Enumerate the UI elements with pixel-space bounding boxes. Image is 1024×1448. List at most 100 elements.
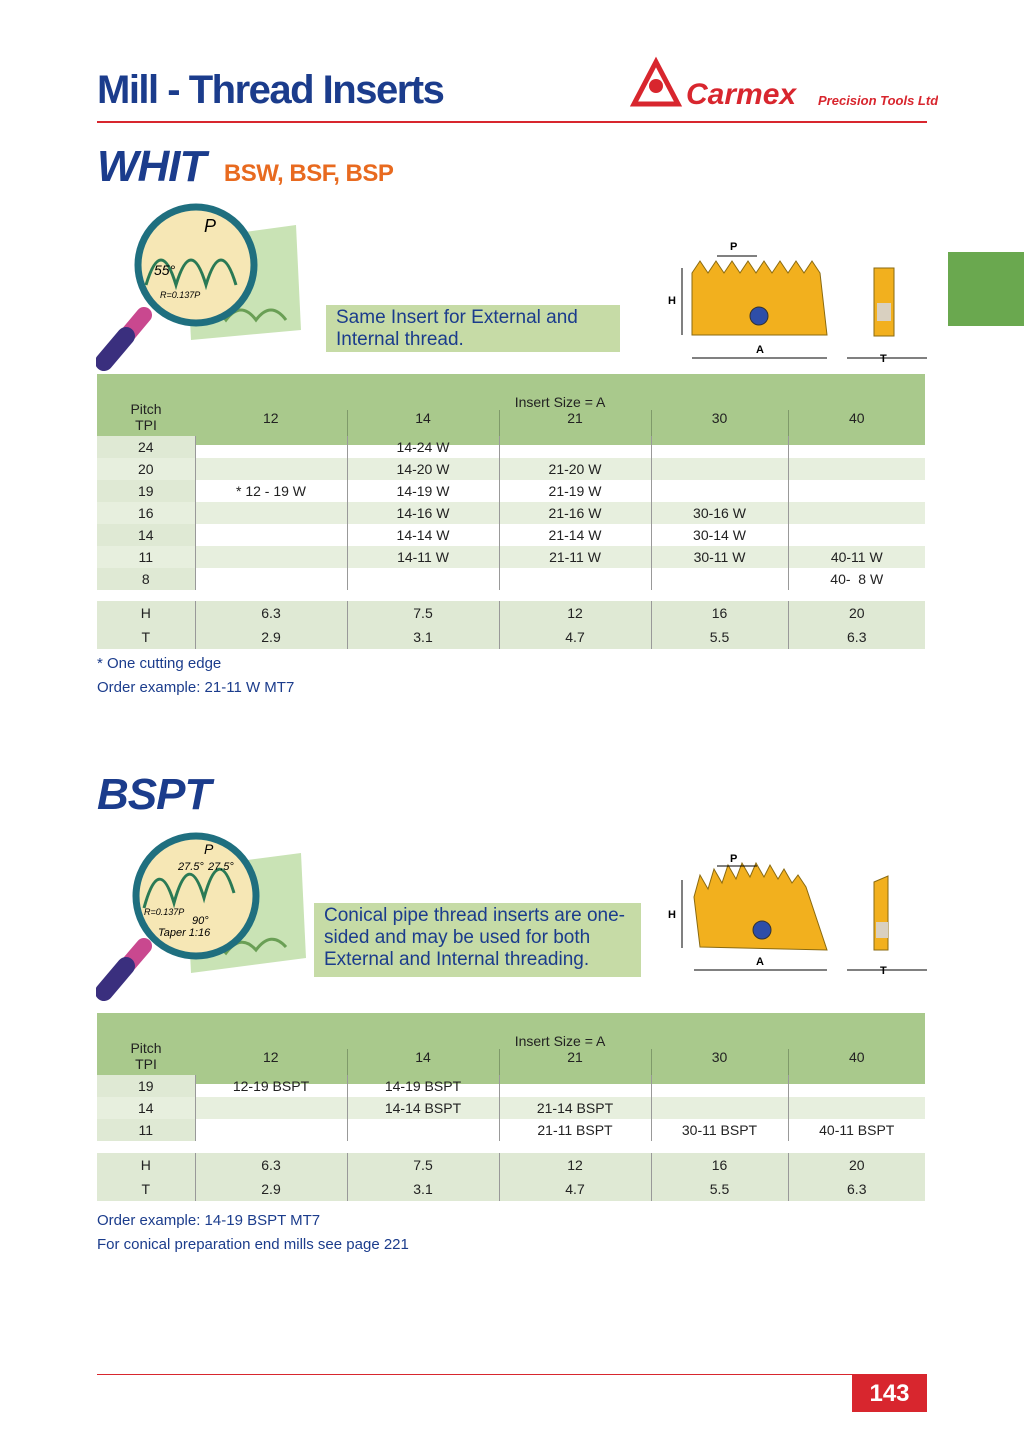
label-taper: Taper 1:16: [158, 927, 211, 939]
dim-label: H: [97, 601, 195, 625]
side-tab: [948, 252, 1024, 326]
handle-end: [96, 327, 135, 371]
dims-table: H 6.3 7.5 12 16 20 T 2.9 3.1 4.7 5.5 6.3: [97, 1153, 925, 1201]
size-header: Insert Size = A: [195, 1013, 926, 1050]
dim-label: T: [97, 625, 195, 649]
cell: 30-11 BSPT: [650, 1119, 788, 1141]
cell: * 12 - 19 W: [194, 480, 347, 502]
note-box: Same Insert for External and Internal th…: [326, 305, 620, 352]
data-row: 24 14-24 W: [97, 436, 925, 458]
cell: 21-14 BSPT: [498, 1097, 651, 1119]
cell: [650, 1097, 788, 1119]
cell: 12: [498, 1153, 651, 1177]
cell: [787, 1075, 925, 1097]
cell: [650, 436, 788, 458]
lens-profile: [142, 867, 236, 909]
pitch-cell: 14: [97, 524, 195, 546]
cell: [498, 568, 651, 590]
cell: 40- 8 W: [787, 568, 925, 590]
data-row: 16 14-16 W 21-16 W 30-16 W: [97, 502, 925, 524]
label-radius: R=0.137P: [160, 290, 200, 300]
note-box: Conical pipe thread inserts are one-side…: [314, 903, 641, 977]
data-table: 19 12-19 BSPT 14-19 BSPT 14 14-14 BSPT 21-14 …: [97, 1075, 925, 1141]
cell: [194, 436, 347, 458]
brand-name: Carmex: [686, 78, 797, 110]
label-angle: 27.5°: [177, 861, 204, 873]
brand-sub: Precision Tools Ltd.: [818, 93, 938, 108]
insert-side: [873, 875, 889, 951]
label-angle: 90°: [192, 915, 209, 927]
header-row: Pitch TPI Insert Size = A: [97, 374, 926, 445]
footnotes: Order example: 14-19 BSPT MT7 For conica…: [97, 1209, 409, 1257]
cell: [194, 502, 347, 524]
cell: [650, 568, 788, 590]
pitch-cell: 20: [97, 458, 195, 480]
cell: 14-20 W: [346, 458, 499, 480]
cell: [787, 436, 925, 458]
pitch-cell: 8: [97, 568, 195, 590]
data-row: 11 21-11 BSPT 30-11 BSPT 40-11 BSPT: [97, 1119, 925, 1141]
data-row: 20 14-20 W 21-20 W: [97, 458, 925, 480]
lens-profile: [144, 258, 238, 291]
insert-diagram: P H A T: [668, 241, 927, 365]
corner-cell: Pitch TPI: [97, 1013, 195, 1084]
cell: 40-11 BSPT: [787, 1119, 925, 1141]
dims-table: H 6.3 7.5 12 16 20 T 2.9 3.1 4.7 5.5 6.3: [97, 601, 925, 649]
handle-end: [96, 957, 135, 1001]
data-row: 19 * 12 - 19 W 14-19 W 21-19 W: [97, 480, 925, 502]
cell: 14-14 W: [346, 524, 499, 546]
cell: 7.5: [346, 601, 499, 625]
data-table: 24 14-24 W 20 14-20 W 21-20 W 19 * 12 - 19 W 14…: [97, 436, 925, 590]
dims-row: H 6.3 7.5 12 16 20: [97, 601, 925, 625]
cell: 21-19 W: [498, 480, 651, 502]
cell: 14-19 W: [346, 480, 499, 502]
cell: [498, 1075, 651, 1097]
label-p: P: [730, 241, 737, 253]
cell: 6.3: [787, 625, 925, 649]
dims-row: H 6.3 7.5 12 16 20: [97, 1153, 925, 1177]
cell: [346, 568, 499, 590]
thread-illustration: P 55° R=0.137P: [96, 203, 301, 371]
cell: [787, 524, 925, 546]
footnotes: * One cutting edge Order example: 21-11 …: [97, 652, 294, 700]
dims-row: T 2.9 3.1 4.7 5.5 6.3: [97, 625, 925, 649]
cell: 21-11 BSPT: [498, 1119, 651, 1141]
cell: 21-20 W: [498, 458, 651, 480]
cell: 21-14 W: [498, 524, 651, 546]
label-radius: R=0.137P: [144, 907, 184, 917]
page-number: 143: [852, 1375, 927, 1412]
data-row: 14 14-14 BSPT 21-14 BSPT: [97, 1097, 925, 1119]
cell: 12-19 BSPT: [194, 1075, 347, 1097]
brand-logo: Carmex Precision Tools Ltd.: [629, 56, 938, 110]
label-p: P: [204, 216, 216, 236]
table-header: Pitch TPI Insert Size = A 12 14 21 30 40: [97, 1013, 926, 1084]
thread-illustration: P 27.5° 27.5° R=0.137P 90° Taper 1:16: [96, 832, 306, 1001]
cell: 14-16 W: [346, 502, 499, 524]
corner-label: TPI: [135, 1056, 157, 1072]
page-title: Mill - Thread Inserts: [97, 68, 445, 112]
cell: 21-11 W: [498, 546, 651, 568]
cell: 16: [650, 601, 788, 625]
footer-rule: [97, 1374, 927, 1375]
label-t: T: [880, 353, 887, 365]
section-title: WHIT: [97, 142, 206, 191]
cell: 16: [650, 1153, 788, 1177]
cell: [787, 502, 925, 524]
cell: [498, 436, 651, 458]
cell: [650, 458, 788, 480]
footnote: Order example: 21-11 W MT7: [97, 679, 295, 696]
section-heading: WHIT BSW, BSF, BSP: [97, 142, 394, 192]
lens: [132, 832, 260, 960]
cell: [194, 546, 347, 568]
insert-hole: [749, 306, 769, 326]
cell: 5.5: [650, 1177, 788, 1201]
insert-diagram: P H A T: [668, 853, 927, 977]
cell: 14-24 W: [346, 436, 499, 458]
label-p: P: [204, 841, 214, 857]
insert-hole: [752, 920, 772, 940]
cell: 2.9: [194, 625, 347, 649]
cell: 30-11 W: [650, 546, 788, 568]
dims-row: T 2.9 3.1 4.7 5.5 6.3: [97, 1177, 925, 1201]
cell: 14-14 BSPT: [346, 1097, 499, 1119]
